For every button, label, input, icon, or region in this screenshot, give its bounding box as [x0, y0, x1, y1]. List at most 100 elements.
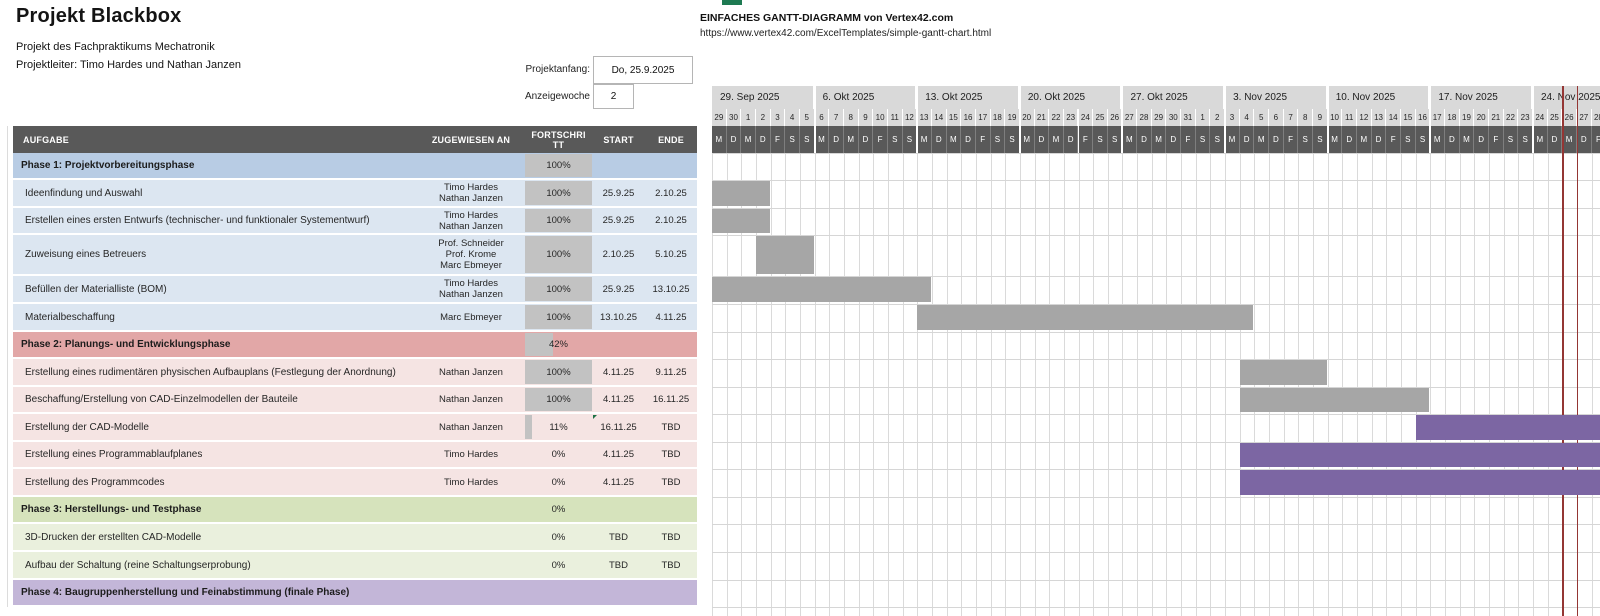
progress-value: 100%: [546, 249, 571, 260]
week-label: 20. Okt 2025: [1019, 86, 1121, 109]
start-date-cell: 4.11.25: [603, 449, 634, 460]
day-letter-cell: S: [1210, 126, 1226, 153]
week-label: 13. Okt 2025: [917, 86, 1018, 109]
day-number-cell: 20: [1474, 109, 1489, 126]
chart-gridline-vertical: [785, 153, 787, 616]
page-subtitle-2: Projektleiter: Timo Hardes und Nathan Ja…: [16, 59, 242, 71]
day-letter-cell: M: [1049, 126, 1064, 153]
task-name-cell: Erstellen eines ersten Entwurfs (technis…: [25, 215, 370, 226]
progress-fill-bar: [525, 236, 592, 273]
day-letter-cell: M: [1327, 126, 1343, 153]
day-number-cell: 22: [1049, 109, 1064, 126]
day-number-cell: 30: [726, 109, 742, 126]
day-number-cell: 5: [799, 109, 815, 126]
day-letter-cell: D: [726, 126, 742, 153]
day-number-cell: 19: [1459, 109, 1475, 126]
column-header-zugewiesen-an: ZUGEWIESEN AN: [431, 134, 511, 145]
task-name-cell: Beschaffung/Erstellung von CAD-Einzelmod…: [25, 394, 298, 405]
end-date-cell: TBD: [661, 476, 681, 488]
progress-value: 100%: [546, 215, 571, 226]
progress-value: 0%: [551, 476, 566, 488]
progress-fill-bar: [525, 333, 554, 356]
task-name-cell: Materialbeschaffung: [25, 311, 115, 323]
task-name-cell: Erstellung des Programmcodes: [25, 476, 165, 488]
chart-gridline-horizontal: [712, 414, 1600, 415]
chart-gridline-vertical: [829, 153, 831, 616]
chart-gridline-vertical: [1181, 153, 1183, 616]
day-letter-cell: S: [1415, 126, 1431, 153]
end-date-cell: [645, 580, 697, 605]
progress-fill-bar: [525, 277, 592, 301]
attribution-url-link[interactable]: https://www.vertex42.com/ExcelTemplates/…: [700, 28, 992, 39]
chart-gridline-vertical: [1166, 153, 1168, 616]
progress-cell: 100%: [525, 180, 592, 206]
start-date-cell: [592, 332, 645, 357]
start-date-cell: 4.11.25: [603, 476, 634, 488]
day-letter-cell: M: [1151, 126, 1167, 153]
task-name-cell: Befüllen der Materialliste (BOM): [25, 283, 167, 295]
chart-gridline-vertical: [814, 153, 816, 616]
chart-gridline-vertical: [931, 153, 933, 616]
attribution-title: EINFACHES GANTT-DIAGRAMM von Vertex42.co…: [700, 12, 954, 24]
chart-gridline-horizontal: [712, 580, 1600, 581]
day-letter-cell: D: [1474, 126, 1489, 153]
day-letter-cell: S: [1298, 126, 1314, 153]
progress-cell: 100%: [525, 276, 592, 302]
day-letter-cell: D: [1034, 126, 1050, 153]
day-number-cell: 2: [1210, 109, 1226, 126]
day-letter-cell: S: [1518, 126, 1533, 153]
table-row: Materialbeschaffung Marc Ebmeyer 100% 13.10…: [13, 304, 697, 330]
chart-gridline-vertical: [873, 153, 875, 616]
table-row: Ideenfindung und Auswahl Timo Hardes Nath…: [13, 180, 697, 206]
chart-gridline-vertical: [887, 153, 889, 616]
progress-fill-bar: [525, 181, 592, 205]
chart-gridline-vertical: [1122, 153, 1124, 616]
gantt-bar-gray: [1239, 388, 1430, 412]
progress-fill-bar: [525, 415, 533, 439]
day-number-cell: 15: [946, 109, 962, 126]
day-letter-cell: F: [770, 126, 786, 153]
display-week-input[interactable]: 2: [593, 84, 634, 109]
day-number-cell: 1: [741, 109, 756, 126]
chart-gridline-vertical: [1005, 153, 1007, 616]
start-date-cell: 16.11.25: [592, 414, 645, 440]
progress-value: 100%: [546, 187, 571, 199]
chart-gridline-horizontal: [712, 552, 1600, 553]
end-date-cell: 5.10.25: [655, 249, 687, 260]
day-number-cell: 20: [1019, 109, 1035, 126]
day-number-cell: 28: [1137, 109, 1152, 126]
start-date-cell: 4.11.25: [603, 366, 634, 378]
day-letter-cell: S: [1401, 126, 1416, 153]
day-number-cell: 19: [1005, 109, 1020, 126]
project-start-input[interactable]: Do, 25.9.2025: [593, 56, 693, 84]
day-number-cell: 31: [1181, 109, 1196, 126]
task-name-cell: Erstellung eines rudimentären physischen…: [25, 366, 396, 378]
chart-gridline-vertical: [1430, 153, 1432, 616]
day-number-cell: 26: [1107, 109, 1123, 126]
table-row: Beschaffung/Erstellung von CAD-Einzelmod…: [13, 387, 697, 412]
chart-gridline-horizontal: [712, 332, 1600, 333]
task-name-cell: Aufbau der Schaltung (reine Schaltungser…: [25, 559, 251, 571]
end-date-cell: TBD: [661, 421, 681, 433]
assigned-to-cell: [417, 580, 525, 605]
chart-gridline-vertical: [1078, 153, 1080, 616]
end-date-cell: 4.11.25: [655, 311, 687, 323]
assigned-to-cell: Nathan Janzen: [439, 421, 503, 433]
day-letter-cell: F: [1591, 126, 1600, 153]
day-number-cell: 4: [1239, 109, 1255, 126]
day-number-cell: 25: [1547, 109, 1563, 126]
day-number-cell: 14: [1386, 109, 1402, 126]
chart-gridline-horizontal: [712, 442, 1600, 443]
progress-cell: 0%: [525, 524, 592, 550]
day-letter-cell: S: [902, 126, 918, 153]
progress-cell: 11%: [525, 414, 592, 440]
assigned-to-cell: Nathan Janzen: [439, 366, 503, 378]
day-number-cell: 23: [1063, 109, 1079, 126]
assigned-to-cell: [417, 332, 525, 357]
day-letter-cell: F: [1181, 126, 1196, 153]
gantt-bar-purple: [1239, 443, 1600, 467]
day-letter-cell: M: [946, 126, 962, 153]
chart-gridline-vertical: [1137, 153, 1139, 616]
chart-gridline-horizontal: [712, 235, 1600, 236]
end-date-cell: 2.10.25: [655, 187, 687, 199]
